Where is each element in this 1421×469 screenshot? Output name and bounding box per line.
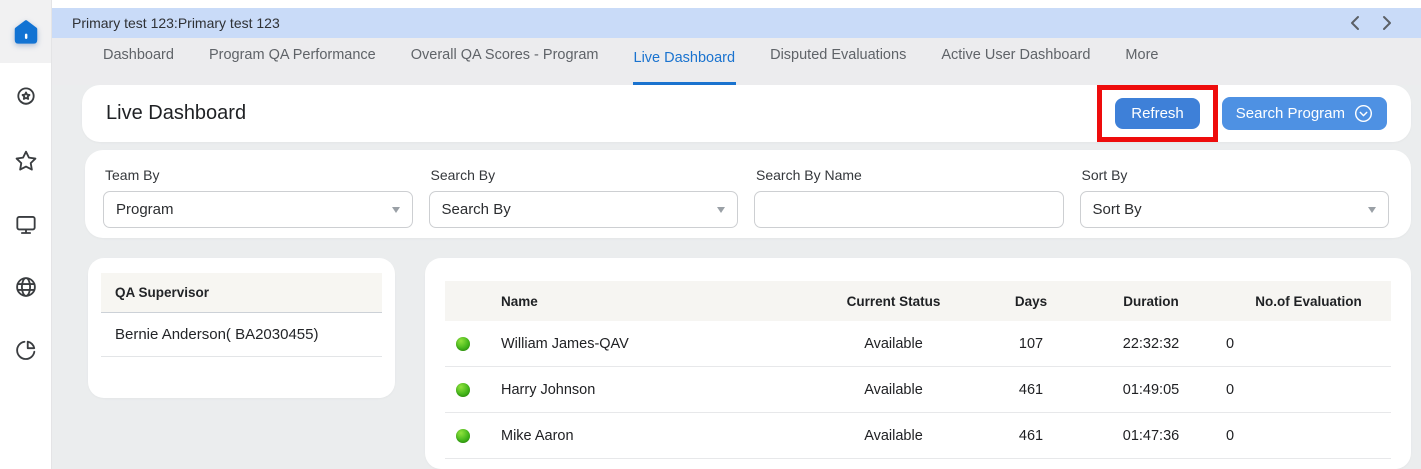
page-header-actions: Refresh Search Program — [1097, 85, 1387, 142]
qa-supervisor-header: QA Supervisor — [101, 273, 382, 313]
dashboard-tab-bar: Dashboard Program QA Performance Overall… — [52, 37, 1421, 85]
tab-disputed-evaluations[interactable]: Disputed Evaluations — [770, 47, 907, 63]
team-by-label: Team By — [105, 167, 160, 183]
filter-team-by: Team By Program — [103, 165, 413, 238]
table-row[interactable]: Mike Aaron Available 461 01:47:36 0 — [445, 413, 1391, 459]
column-header-current-status: Current Status — [846, 293, 941, 309]
refresh-button[interactable]: Refresh — [1115, 98, 1200, 129]
column-header-days: Days — [1014, 293, 1048, 309]
table-row[interactable]: William James-QAV Available 107 22:32:32… — [445, 321, 1391, 367]
search-by-name-label: Search By Name — [756, 167, 862, 183]
tab-live-dashboard[interactable]: Live Dashboard — [632, 51, 737, 85]
agent-evaluations: 0 — [1226, 335, 1235, 352]
agent-evaluations: 0 — [1226, 427, 1235, 444]
chevron-right-icon[interactable] — [1381, 15, 1393, 31]
agent-name: William James-QAV — [501, 335, 629, 352]
column-header-evaluations: No.of Evaluation — [1255, 293, 1362, 309]
tab-active-user-dashboard[interactable]: Active User Dashboard — [941, 47, 1091, 63]
sidebar-home-section — [0, 0, 51, 63]
search-program-label: Search Program — [1235, 105, 1345, 122]
agent-name: Mike Aaron — [501, 427, 574, 444]
team-by-value: Program — [116, 201, 174, 218]
filter-sort-by: Sort By Sort By — [1079, 165, 1389, 238]
search-program-button[interactable]: Search Program — [1221, 97, 1387, 130]
top-white-strip — [52, 0, 1421, 8]
column-header-name: Name — [501, 293, 538, 309]
page-title: Live Dashboard — [106, 102, 247, 124]
qa-supervisor-card: QA Supervisor Bernie Anderson( BA2030455… — [88, 258, 395, 398]
status-available-dot — [456, 336, 470, 351]
agent-current-status: Available — [864, 335, 923, 352]
pie-chart-icon[interactable] — [13, 337, 39, 363]
filter-search-by: Search By Search By — [428, 165, 738, 238]
page-header-card: Live Dashboard Refresh Search Program — [82, 85, 1411, 142]
tab-more[interactable]: More — [1125, 47, 1159, 63]
caret-down-icon — [391, 206, 400, 213]
tab-dashboard[interactable]: Dashboard — [103, 47, 174, 63]
agent-evaluations: 0 — [1226, 381, 1235, 398]
caret-down-icon — [1368, 206, 1376, 213]
search-by-name-box — [754, 191, 1064, 228]
agent-duration: 22:32:32 — [1122, 335, 1180, 352]
agent-days: 107 — [1018, 335, 1044, 352]
main-area: Primary test 123:Primary test 123 Dashbo… — [52, 0, 1421, 469]
monitor-icon[interactable] — [13, 211, 39, 237]
status-available-dot — [456, 382, 470, 397]
table-row[interactable]: Harry Johnson Available 461 01:49:05 0 — [445, 367, 1391, 413]
qa-badge-icon[interactable] — [13, 85, 39, 111]
agent-status-table-card: Name Current Status Days Duration No.of … — [425, 258, 1411, 469]
status-available-dot — [456, 428, 470, 443]
tab-program-qa-performance[interactable]: Program QA Performance — [208, 47, 376, 63]
filter-search-by-name: Search By Name — [754, 165, 1064, 238]
agent-duration: 01:49:05 — [1122, 381, 1180, 398]
icon-sidebar — [0, 0, 52, 469]
content-area: Live Dashboard Refresh Search Program — [52, 85, 1421, 469]
team-by-select[interactable]: Program — [103, 191, 413, 228]
red-annotation-box: Refresh — [1097, 85, 1218, 142]
chevron-down-circle-icon — [1354, 104, 1373, 123]
globe-icon[interactable] — [13, 274, 39, 300]
sort-by-value: Sort By — [1092, 201, 1142, 218]
table-header-row: Name Current Status Days Duration No.of … — [445, 281, 1391, 321]
search-by-label: Search By — [430, 167, 496, 183]
agent-days: 461 — [1018, 381, 1044, 398]
search-by-value: Search By — [441, 201, 511, 218]
column-header-duration: Duration — [1123, 293, 1179, 309]
sort-by-label: Sort By — [1081, 167, 1128, 183]
home-icon[interactable] — [9, 15, 43, 49]
program-title-bar: Primary test 123:Primary test 123 — [52, 7, 1421, 38]
sidebar-icon-stack — [13, 63, 39, 363]
agent-duration: 01:47:36 — [1122, 427, 1180, 444]
agent-name: Harry Johnson — [501, 381, 596, 398]
agent-current-status: Available — [864, 427, 923, 444]
filters-card: Team By Program Search By Search By Sear… — [85, 150, 1411, 238]
qa-supervisor-item[interactable]: Bernie Anderson( BA2030455) — [101, 313, 382, 357]
agent-current-status: Available — [864, 381, 923, 398]
search-by-name-input[interactable] — [767, 201, 1051, 218]
agent-days: 461 — [1018, 427, 1044, 444]
program-title: Primary test 123:Primary test 123 — [72, 14, 280, 31]
favorites-star-icon[interactable] — [13, 148, 39, 174]
program-nav — [1349, 15, 1393, 31]
tab-overall-qa-scores-program[interactable]: Overall QA Scores - Program — [410, 47, 599, 63]
caret-down-icon — [717, 206, 725, 213]
search-by-select[interactable]: Search By — [428, 191, 738, 228]
dashboard-panels: QA Supervisor Bernie Anderson( BA2030455… — [88, 258, 1411, 469]
sort-by-select[interactable]: Sort By — [1079, 191, 1389, 228]
chevron-left-icon[interactable] — [1349, 15, 1361, 31]
